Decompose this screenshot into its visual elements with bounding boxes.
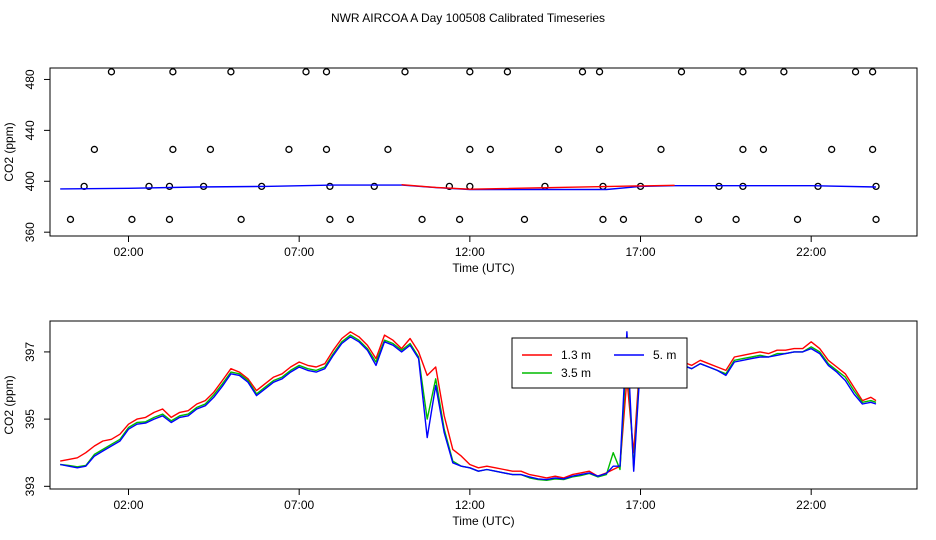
data-point xyxy=(165,182,174,191)
data-point xyxy=(739,68,747,76)
data-point xyxy=(759,145,768,154)
plot-frame xyxy=(49,67,918,237)
y-tick-label: 395 xyxy=(23,409,37,429)
y-tick-label: 393 xyxy=(23,476,37,496)
data-point xyxy=(322,68,331,76)
data-point xyxy=(128,215,136,224)
data-point xyxy=(486,145,494,154)
legend-label: 3.5 m xyxy=(561,366,591,380)
data-point xyxy=(554,145,563,154)
x-tick-label: 22:00 xyxy=(796,245,826,259)
data-point xyxy=(285,145,293,154)
data-point xyxy=(595,68,604,76)
data-point xyxy=(677,68,686,76)
data-point xyxy=(828,145,836,154)
legend-box xyxy=(511,337,688,389)
top-panel-scatter: 02:00 07:00 12:00 17:00 22:00 360 400 440 480 Tim… xyxy=(2,67,918,275)
y-tick-label: 400 xyxy=(23,171,37,191)
data-point xyxy=(455,215,464,224)
data-point xyxy=(657,145,665,154)
data-point xyxy=(780,68,788,76)
data-point xyxy=(872,215,880,224)
data-point xyxy=(322,145,331,154)
y-axis-label: CO2 (ppm) xyxy=(2,122,16,181)
x-axis-label: Time (UTC) xyxy=(452,514,514,528)
x-tick-label: 07:00 xyxy=(284,498,314,512)
series-line-5-m xyxy=(60,331,877,481)
series-line-1-3-m xyxy=(60,331,877,479)
plot-frame xyxy=(49,320,918,490)
data-point xyxy=(619,215,628,224)
data-point xyxy=(739,145,747,154)
data-point xyxy=(599,215,607,224)
x-tick-label: 12:00 xyxy=(455,245,485,259)
data-point xyxy=(90,145,99,154)
legend: 1.3 m 3.5 m 5. m xyxy=(511,337,688,389)
data-point xyxy=(227,68,235,76)
data-point xyxy=(418,215,426,224)
x-tick-label: 17:00 xyxy=(626,498,656,512)
data-point xyxy=(868,68,877,76)
data-point xyxy=(595,145,604,154)
data-point xyxy=(145,182,153,191)
x-tick-label: 07:00 xyxy=(284,245,314,259)
data-point xyxy=(445,182,454,191)
data-point xyxy=(346,215,355,224)
x-tick-label: 02:00 xyxy=(113,498,143,512)
data-point xyxy=(868,145,877,154)
data-point xyxy=(694,215,703,224)
data-point xyxy=(578,68,587,76)
data-point xyxy=(851,68,860,76)
data-point xyxy=(302,68,310,76)
data-point xyxy=(326,215,334,224)
data-point xyxy=(169,68,177,76)
x-tick-label: 22:00 xyxy=(796,498,826,512)
data-point xyxy=(370,182,378,191)
x-tick-label: 17:00 xyxy=(626,245,656,259)
legend-label: 5. m xyxy=(653,348,676,362)
bottom-panel-lines: 02:00 07:00 12:00 17:00 22:00 393 395 397 Time (… xyxy=(2,320,918,528)
x-axis-label: Time (UTC) xyxy=(452,261,514,275)
data-point xyxy=(520,215,529,224)
data-point xyxy=(384,145,392,154)
x-tick-label: 02:00 xyxy=(113,245,143,259)
data-point xyxy=(169,145,177,154)
data-point xyxy=(466,145,474,154)
y-tick-label: 440 xyxy=(23,120,37,140)
legend-label: 1.3 m xyxy=(561,348,591,362)
data-point xyxy=(793,215,802,224)
y-tick-label: 480 xyxy=(23,69,37,89)
data-point xyxy=(732,215,740,224)
y-tick-label: 397 xyxy=(23,342,37,362)
data-point xyxy=(466,68,474,76)
y-tick-label: 360 xyxy=(23,222,37,242)
data-point xyxy=(237,215,245,224)
data-point xyxy=(206,145,215,154)
series-line-2 xyxy=(401,184,675,190)
y-axis-label: CO2 (ppm) xyxy=(2,375,16,434)
data-point xyxy=(107,68,116,76)
series-line-3-5-m xyxy=(60,334,877,481)
x-tick-label: 12:00 xyxy=(455,498,485,512)
data-point xyxy=(165,215,174,224)
data-point xyxy=(66,215,75,224)
data-point xyxy=(401,68,409,76)
figure-title: NWR AIRCOA A Day 100508 Calibrated Times… xyxy=(331,11,605,25)
data-point xyxy=(503,68,512,76)
data-point xyxy=(326,182,334,191)
